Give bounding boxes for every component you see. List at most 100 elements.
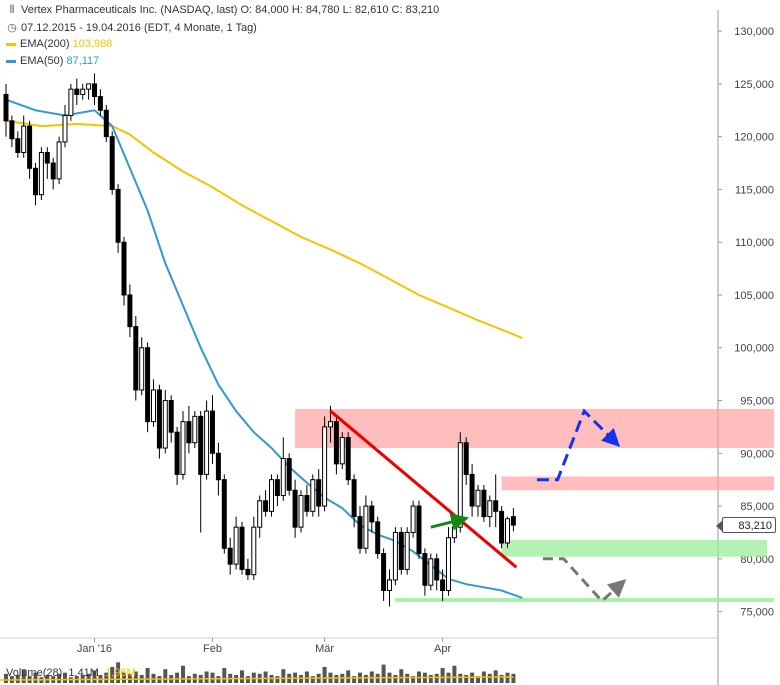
- candle-body: [62, 115, 68, 143]
- ema200-line: [5, 119, 523, 340]
- volume-bar: [487, 673, 492, 683]
- trendline: [329, 409, 518, 569]
- volume-bar: [110, 666, 115, 683]
- candle-body: [322, 426, 328, 507]
- candle-body: [286, 458, 292, 491]
- candle-body: [280, 458, 286, 497]
- candle-body: [156, 389, 162, 449]
- y-tick-label: 130,000: [734, 26, 774, 38]
- candle-body: [345, 436, 351, 481]
- candle-body: [168, 400, 174, 433]
- y-tick-label: 125,000: [734, 79, 774, 91]
- volume-bar: [116, 662, 121, 683]
- volume-bar: [163, 669, 168, 683]
- date-range-text: 07.12.2015 - 19.04.2016 (EDT, 4 Monate, …: [21, 22, 257, 34]
- candle-body: [221, 479, 227, 549]
- volume-bar: [127, 673, 132, 683]
- candle-body: [493, 500, 499, 512]
- volume-bar: [476, 676, 480, 683]
- candle-body: [481, 489, 487, 518]
- candle-body: [3, 93, 9, 122]
- candle-body: [74, 88, 80, 95]
- candle-body: [410, 505, 416, 533]
- volume-bar: [499, 674, 504, 683]
- candle-body: [251, 526, 257, 576]
- candle-body: [310, 479, 316, 512]
- x-tick-label: Feb: [203, 643, 222, 655]
- candle-body: [121, 241, 127, 296]
- x-tick-label: Mär: [315, 643, 334, 655]
- volume-bar: [452, 665, 457, 683]
- candle-body: [227, 547, 233, 565]
- volume-bar: [175, 672, 180, 683]
- volume-bar: [304, 671, 309, 683]
- y-tick-label: 95,000: [740, 396, 774, 408]
- candle-body: [204, 410, 210, 475]
- volume-bar: [15, 674, 20, 683]
- volume-bar: [310, 676, 315, 683]
- candle-body: [239, 526, 245, 570]
- candle-body: [145, 347, 151, 423]
- date-range: ◷ 07.12.2015 - 19.04.2016 (EDT, 4 Monate,…: [6, 21, 257, 34]
- volume-bar: [322, 666, 327, 683]
- volume-bar: [464, 674, 469, 683]
- candle-body: [186, 421, 192, 444]
- candle-body: [357, 516, 363, 549]
- volume-bar: [92, 670, 97, 683]
- volume-label: Volume(28): [6, 667, 63, 679]
- candle-body: [463, 442, 469, 475]
- candle-body: [487, 500, 493, 518]
- volume-bar: [393, 674, 398, 683]
- volume-bar: [104, 672, 109, 683]
- candle-body: [21, 125, 27, 153]
- candle-body: [133, 326, 139, 391]
- candle-body: [422, 553, 428, 586]
- candle-body: [50, 162, 56, 180]
- candle-body: [404, 531, 410, 570]
- volume-bar: [4, 673, 8, 683]
- candle-body: [97, 96, 103, 111]
- volume-bar: [405, 673, 410, 683]
- resistance-zone-small: [501, 476, 774, 491]
- volume-average-line: [0, 676, 514, 681]
- volume-bar: [263, 671, 268, 683]
- volume-bar: [505, 672, 510, 683]
- candle-body: [192, 415, 198, 444]
- candle-body: [274, 479, 280, 497]
- candle-body: [127, 294, 133, 328]
- legend-ema200[interactable]: EMA(200) 103,988: [6, 38, 112, 50]
- y-tick-label: 85,000: [740, 501, 774, 513]
- candle-body: [245, 568, 251, 576]
- candle-body: [446, 537, 451, 592]
- candle-body: [363, 505, 369, 549]
- ema50-swatch: [6, 59, 16, 63]
- resistance-zone: [295, 408, 774, 449]
- candle-body: [416, 505, 422, 555]
- candle-body: [298, 495, 304, 528]
- candle-body: [174, 431, 180, 475]
- y-tick-label: 115,000: [735, 184, 774, 196]
- candle-body: [457, 442, 463, 528]
- candle-body: [351, 479, 357, 518]
- projection-down-arrow: [542, 557, 627, 604]
- legend-ema50[interactable]: EMA(50) 87,117: [6, 55, 99, 67]
- breakout-arrow: [430, 513, 470, 531]
- support-line: [395, 598, 774, 603]
- candle-body: [139, 347, 145, 391]
- candle-body: [369, 505, 375, 523]
- volume-bar: [216, 676, 221, 683]
- y-tick-label: 75,000: [740, 607, 774, 619]
- candle-body: [339, 436, 345, 465]
- candle-body: [381, 553, 387, 592]
- candle-body: [27, 125, 33, 169]
- y-tick-label: 120,000: [734, 132, 774, 144]
- candle-body: [109, 136, 115, 190]
- clock-icon: ◷: [7, 22, 17, 34]
- candle-body: [9, 120, 15, 140]
- volume-bar: [133, 671, 138, 683]
- candle-body: [38, 151, 44, 196]
- candle-body: [210, 410, 215, 454]
- candlestick-chart-icon: ⫴: [9, 4, 15, 16]
- y-tick-label: 100,000: [734, 343, 774, 355]
